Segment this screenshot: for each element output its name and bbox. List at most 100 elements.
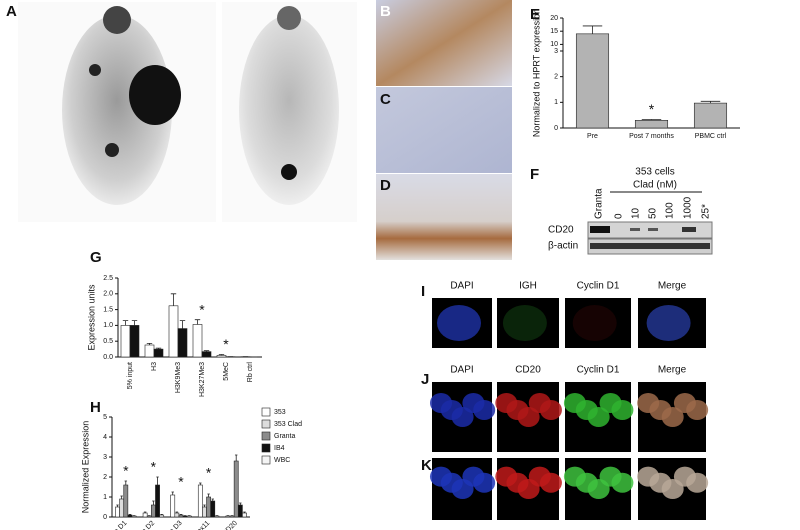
panel-label: B — [380, 3, 391, 20]
cell — [661, 407, 684, 427]
bar — [214, 515, 220, 518]
channel-label: Merge — [658, 281, 687, 292]
blot-row-label: CD20 — [548, 225, 574, 236]
y-tick-label: 0 — [103, 514, 107, 521]
x-tick-label: 5% input — [127, 362, 134, 389]
pet-head — [103, 6, 131, 34]
bar — [146, 515, 152, 518]
bar — [115, 506, 120, 518]
panel-label: F — [530, 166, 539, 183]
y-axis-label: Expression units — [86, 284, 96, 351]
y-tick-label: 1.0 — [103, 322, 113, 329]
error-bar — [194, 319, 201, 325]
error-bar — [218, 354, 225, 356]
error-bar — [160, 514, 163, 515]
error-bar — [122, 320, 129, 326]
blot-lane-label: 50 — [648, 207, 659, 219]
bar — [168, 305, 179, 358]
cell — [539, 400, 562, 420]
cell — [587, 407, 610, 427]
histology-image — [376, 174, 512, 260]
significance-mark: * — [206, 465, 212, 481]
legend-swatch — [261, 419, 271, 429]
cell — [611, 400, 634, 420]
bar — [237, 504, 243, 518]
error-bar — [179, 320, 186, 329]
panel-label: I — [421, 283, 425, 300]
legend-swatch — [261, 455, 271, 465]
channel-label: Cyclin D1 — [577, 365, 620, 376]
x-tick-label: Post 7 months — [629, 133, 674, 140]
cell — [473, 400, 496, 420]
panel-label: C — [380, 91, 391, 108]
error-bar — [234, 454, 238, 461]
y-tick-label: 1.5 — [103, 306, 113, 313]
y-tick-label: 3 — [103, 454, 107, 461]
pet-images — [18, 2, 357, 222]
bar — [155, 484, 160, 518]
y-tick-label: 0.0 — [103, 354, 113, 361]
channel-label: DAPI — [450, 365, 473, 376]
x-tick-label: Sox11 — [193, 520, 212, 530]
pet-head — [277, 6, 301, 30]
y-tick-label: 5 — [103, 414, 107, 421]
significance-mark: * — [151, 459, 157, 475]
error-bar — [156, 476, 159, 485]
legend-label: WBC — [274, 457, 290, 464]
blot-lane-label: 10 — [631, 207, 642, 219]
panel-label: D — [380, 177, 391, 194]
y-tick-label: 0.5 — [103, 338, 113, 345]
y-tick-label: 1 — [554, 99, 558, 106]
legend-swatch — [261, 443, 271, 453]
bar — [233, 460, 239, 518]
bar — [206, 496, 211, 518]
panel-label: H — [90, 399, 101, 416]
bar — [201, 351, 212, 358]
error-bar — [203, 350, 210, 352]
blot-header: 353 cells — [635, 167, 674, 178]
bar — [693, 102, 728, 129]
panel-label: G — [90, 249, 102, 266]
bar — [575, 33, 610, 129]
pet-node — [105, 143, 119, 157]
x-tick-label: Cyclin D1 — [102, 520, 128, 530]
error-bar — [199, 482, 202, 485]
bar — [142, 512, 148, 518]
y-tick-label: 1 — [103, 494, 107, 501]
pet-body — [239, 15, 339, 205]
legend-label: Granta — [274, 433, 296, 440]
blot-band — [590, 243, 710, 249]
cell — [437, 305, 481, 341]
bar — [210, 500, 216, 518]
blot-lane-label: 25* — [701, 204, 712, 219]
y-tick-label: 2 — [103, 474, 107, 481]
error-bar — [243, 511, 246, 513]
x-tick-label: 5MeC — [223, 362, 230, 381]
bar — [127, 514, 133, 518]
channel-label: IGH — [519, 281, 537, 292]
histology-image — [376, 87, 512, 173]
x-tick-label: H3 — [151, 362, 158, 371]
legend-swatch — [261, 407, 271, 417]
blot-band — [648, 228, 658, 231]
significance-mark: * — [199, 301, 205, 317]
bar — [119, 498, 125, 518]
legend-label: 353 — [274, 409, 286, 416]
bar — [192, 324, 203, 358]
bar — [178, 514, 184, 518]
pet-spleen — [129, 65, 181, 125]
bar — [186, 515, 192, 518]
pet-body — [62, 15, 172, 205]
y-tick-label: 2 — [554, 74, 558, 81]
legend-swatch — [261, 431, 271, 441]
y-tick-label: 4 — [103, 434, 107, 441]
blot-band — [630, 228, 640, 231]
panel-label: J — [421, 371, 429, 388]
cell — [646, 305, 691, 341]
error-bar — [152, 500, 155, 505]
channel-label: CD20 — [515, 365, 541, 376]
error-bar — [211, 498, 214, 501]
x-tick-label: H3K27Me3 — [199, 362, 206, 397]
significance-mark: * — [123, 463, 129, 479]
y-tick-label: 0 — [554, 125, 558, 132]
